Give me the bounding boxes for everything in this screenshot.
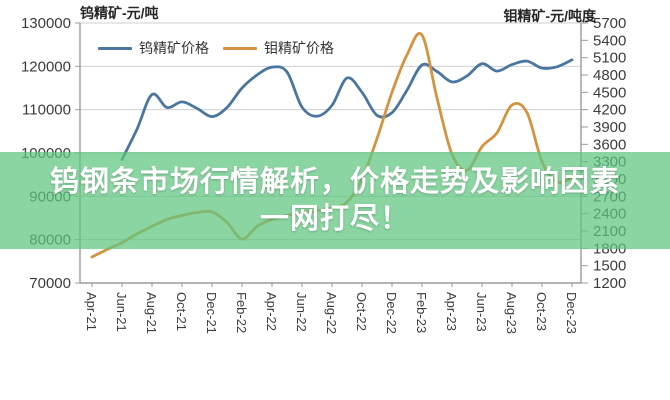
tungsten-price-line	[120, 58, 574, 161]
left-axis-title: 钨精矿-元/吨	[80, 5, 159, 21]
overlay-title-line1: 钨钢条市场行情解析，价格走势及影响因素	[49, 165, 620, 198]
x-axis-label: Jun-21	[114, 292, 129, 332]
right-axis-label: 5700	[593, 15, 626, 32]
x-axis-label: Jun-22	[294, 292, 309, 332]
x-axis-label: Oct-21	[174, 292, 189, 331]
right-axis-label: 1500	[593, 258, 626, 275]
x-axis-label: Dec-22	[384, 292, 399, 334]
right-axis-label: 1200	[593, 275, 626, 292]
right-axis-label: 3600	[593, 136, 626, 153]
right-axis-title: 钼精矿-元/吨度	[503, 8, 596, 24]
x-axis-label: Dec-21	[204, 292, 219, 334]
title-overlay-band: 钨钢条市场行情解析，价格走势及影响因素 一网打尽！	[0, 152, 670, 249]
right-axis-label: 4200	[593, 102, 626, 119]
x-axis-label: Apr-21	[84, 292, 99, 331]
right-axis-label: 3900	[593, 119, 626, 136]
x-axis-label: Feb-23	[414, 292, 429, 333]
left-axis-label: 120000	[21, 58, 71, 75]
right-axis-label: 4800	[593, 67, 626, 84]
legend-item-molybdenum: 钼精矿价格	[223, 38, 334, 58]
left-axis-label: 130000	[21, 15, 71, 32]
right-axis-label: 5100	[593, 50, 626, 67]
overlay-title-line2: 一网打尽！	[259, 202, 410, 235]
x-axis-label: Dec-23	[564, 292, 579, 334]
legend-item-tungsten: 钨精矿价格	[98, 38, 209, 58]
right-axis-label: 4500	[593, 84, 626, 101]
chart-legend: 钨精矿价格 钼精矿价格	[98, 38, 334, 58]
x-axis-label: Apr-23	[444, 292, 459, 331]
legend-label-tungsten: 钨精矿价格	[139, 40, 209, 56]
x-axis-label: Oct-23	[534, 292, 549, 331]
x-axis-label: Aug-21	[144, 292, 159, 334]
molybdenum-line-swatch	[223, 46, 257, 50]
left-axis-label: 110000	[22, 102, 71, 119]
x-axis-label: Feb-22	[234, 292, 249, 333]
x-axis-label: Aug-22	[324, 292, 339, 334]
x-axis-label: Aug-23	[504, 292, 519, 334]
legend-label-molybdenum: 钼精矿价格	[264, 40, 334, 56]
right-axis-label: 5400	[593, 32, 626, 49]
left-axis-label: 70000	[29, 275, 71, 292]
tungsten-line-swatch	[98, 46, 132, 50]
x-axis-label: Apr-22	[264, 292, 279, 331]
x-axis-label: Oct-22	[354, 292, 369, 331]
x-axis-label: Jun-23	[474, 292, 489, 332]
